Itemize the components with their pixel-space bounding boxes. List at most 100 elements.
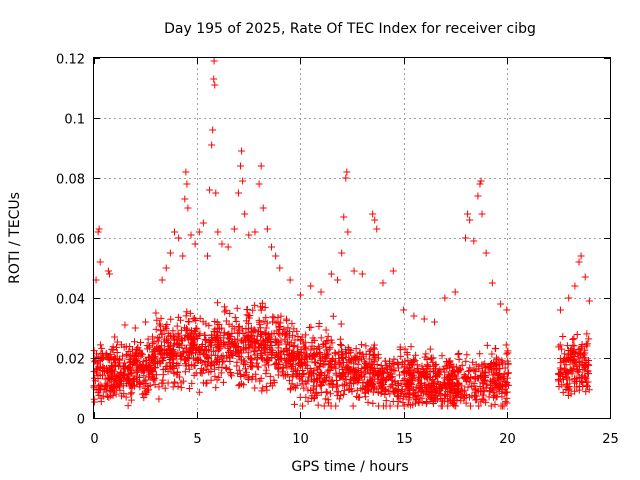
data-point [236,353,244,361]
data-point [318,378,326,386]
data-point [319,353,327,361]
data-point [162,323,170,331]
data-point [112,373,120,381]
data-point [201,335,209,343]
data-point [332,369,340,377]
data-point [305,323,313,331]
data-point [319,377,327,385]
data-point [170,333,178,341]
data-point [351,368,359,376]
data-point [228,322,236,330]
data-point [97,398,105,406]
data-point [90,347,98,355]
data-point [396,371,404,379]
data-point [474,192,482,200]
data-point [235,366,243,374]
data-point [179,252,187,260]
data-point [221,308,229,316]
data-point [163,335,171,343]
data-point [253,363,261,371]
data-point [470,237,478,245]
data-point [131,352,139,360]
data-point [257,162,265,170]
data-point [214,228,222,236]
data-point [383,376,391,384]
data-point [492,354,500,362]
data-point [185,365,193,373]
data-point [246,311,254,319]
data-point [286,276,294,284]
data-point [329,383,337,391]
data-point [238,147,246,155]
data-point [472,375,480,383]
data-point [501,364,509,372]
data-point [105,270,113,278]
data-point [99,353,107,361]
data-point [231,314,239,322]
data-point [449,372,457,380]
data-point [160,349,168,357]
data-point [122,365,130,373]
data-point [154,337,162,345]
data-point [403,348,411,356]
data-point [478,395,486,403]
data-point [131,324,139,332]
data-point [354,360,362,368]
data-point [555,343,563,351]
data-point [582,374,590,382]
x-tick-label: 0 [90,432,98,447]
data-point [338,348,346,356]
data-point [247,324,255,332]
data-point [462,234,470,242]
data-point [337,320,345,328]
data-point [182,312,190,320]
data-point [98,371,106,379]
data-point [458,361,466,369]
data-point [218,240,226,248]
data-point [212,189,220,197]
data-point [269,346,277,354]
data-point [363,360,371,368]
data-point [148,364,156,372]
data-point [407,343,415,351]
data-point [125,348,133,356]
data-point [349,402,357,410]
data-point [371,216,379,224]
data-point [212,384,220,392]
data-point [583,330,591,338]
data-point [433,369,441,377]
data-point [331,349,339,357]
data-point [441,294,449,302]
data-point [300,384,308,392]
data-point [113,348,121,356]
data-point [287,354,295,362]
data-point [189,315,197,323]
data-point [274,371,282,379]
data-point [362,393,370,401]
data-point [446,358,454,366]
data-point [275,364,283,372]
data-point [234,342,242,350]
data-point [495,388,503,396]
data-point [387,362,395,370]
data-point [277,312,285,320]
data-point [142,363,150,371]
data-point [205,322,213,330]
data-point [125,376,133,384]
data-point [443,383,451,391]
data-point [258,299,266,307]
data-point [199,318,207,326]
data-point [199,349,207,357]
data-point [274,344,282,352]
data-point [503,388,511,396]
data-point [412,351,420,359]
data-point [140,394,148,402]
data-point [322,388,330,396]
data-point [128,346,136,354]
data-point [283,361,291,369]
data-point [343,358,351,366]
data-point [211,81,219,89]
data-point [307,346,315,354]
data-point [336,395,344,403]
data-point [226,343,234,351]
